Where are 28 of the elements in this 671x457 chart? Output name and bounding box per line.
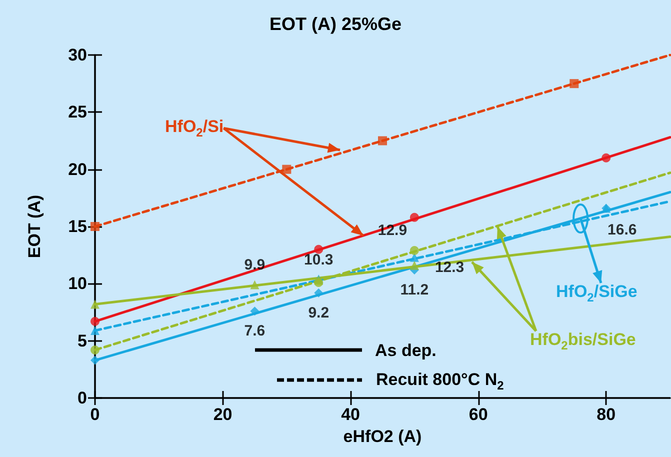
y-tick-label: 0 — [78, 388, 87, 408]
x-axis-title: eHfO2 (A) — [343, 427, 422, 446]
x-tick-label: 0 — [90, 405, 100, 424]
data-label: 11.2 — [400, 281, 429, 298]
y-tick-label: 15 — [68, 217, 87, 236]
x-tick-label: 60 — [468, 405, 488, 424]
annotation: HfO$_{2}$bis/SiGe — [530, 330, 636, 352]
y-axis-title: EOT (A) — [25, 194, 44, 258]
data-label: 7.6 — [244, 322, 266, 340]
x-tick-label: 40 — [341, 405, 360, 424]
annotation: HfO$_{2}$/Si — [165, 117, 224, 140]
x-tick-label: 20 — [213, 405, 232, 424]
annotation: As dep. — [375, 341, 436, 360]
annotation: Recuit 800°C N$_{2}$ — [376, 370, 504, 392]
data-label: 9.9 — [244, 256, 266, 274]
y-tick-label: 30 — [68, 46, 87, 64]
data-label: 12.9 — [378, 222, 408, 240]
annotation: HfO$_{2}$/SiGe — [556, 282, 638, 304]
data-label: 12.3 — [434, 258, 464, 276]
y-tick-label: 25 — [68, 102, 87, 122]
chart-title: EOT (A) 25%Ge — [269, 14, 402, 34]
data-label: 16.6 — [608, 222, 637, 239]
y-tick-label: 20 — [68, 160, 87, 179]
data-label: 9.2 — [308, 304, 330, 322]
y-tick-label: 10 — [68, 274, 87, 294]
y-tick-label: 5 — [78, 331, 87, 350]
data-label: 10.3 — [304, 252, 334, 269]
x-tick-label: 80 — [596, 405, 616, 424]
